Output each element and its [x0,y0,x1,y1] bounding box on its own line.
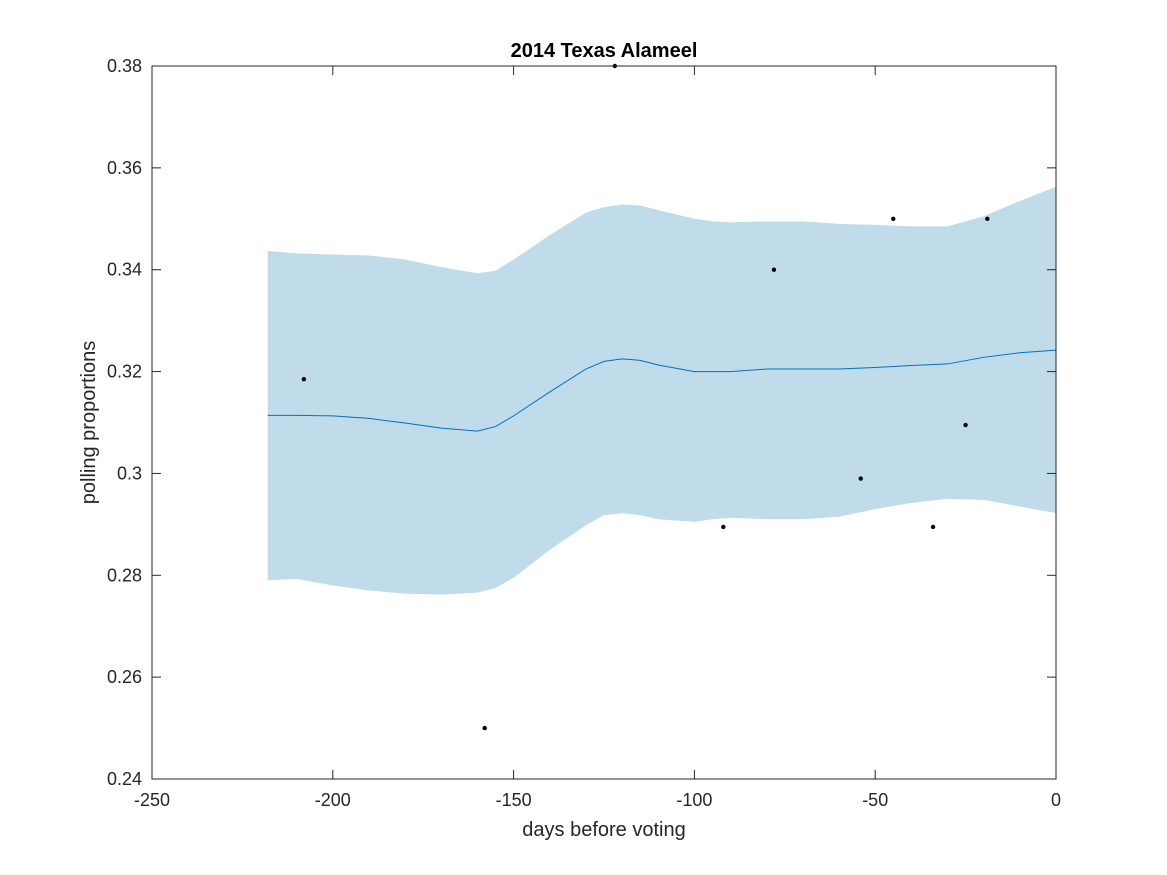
data-point [891,216,896,221]
y-tick-label: 0.38 [107,56,142,76]
data-point [930,524,936,530]
x-axis-label: days before voting [522,819,685,841]
x-axis: -250 -200 -150 -100 -50 0 [134,66,1061,810]
data-point [301,377,307,382]
data-point [721,524,726,530]
mean-line [267,349,1057,432]
data-point [858,476,863,481]
x-tick-label: -100 [676,790,712,810]
y-axis: 0.24 0.26 0.28 0.3 0.32 0.34 0.36 0.38 [107,56,1056,789]
y-tick-label: 0.32 [107,362,142,382]
y-tick-label: 0.3 [117,463,142,483]
data-point [482,725,487,731]
chart-title: 2014 Texas Alameel [511,40,698,62]
y-tick-label: 0.36 [107,158,142,178]
x-tick-label: -250 [134,790,170,810]
x-tick-label: -150 [496,790,532,810]
data-point [985,216,990,221]
y-tick-label: 0.24 [107,769,142,789]
mean-line-layer [267,349,1057,432]
x-tick-label: 0 [1051,790,1061,810]
data-point [771,267,777,272]
plot-area-frame [151,65,1057,780]
x-tick-label: -50 [862,790,888,810]
x-tick-label: -200 [315,790,351,810]
confidence-band-layer [267,186,1057,595]
y-tick-label: 0.34 [107,260,142,280]
confidence-band [267,186,1057,595]
y-tick-label: 0.28 [107,565,142,585]
data-point [963,422,968,428]
data-points-layer [301,63,990,731]
y-axis-label: polling proportions [78,341,100,504]
y-tick-label: 0.26 [107,667,142,687]
